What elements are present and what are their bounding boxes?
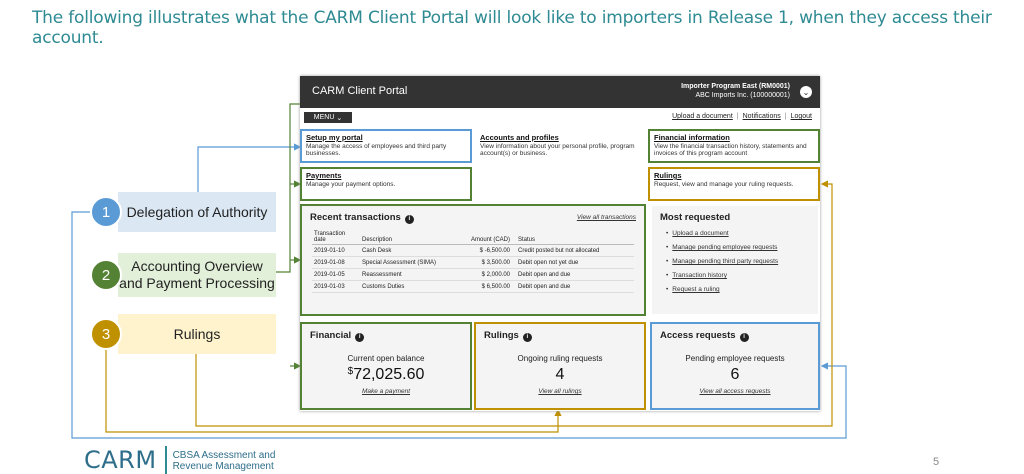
list-item[interactable]: Request a ruling [666, 286, 778, 293]
access-requests-panel: Access requests i Pending employee reques… [652, 324, 818, 408]
menu-label: MENU [313, 114, 335, 121]
accounts-desc: View information about your personal pro… [480, 142, 635, 158]
setup-title: Setup my portal [306, 133, 363, 142]
most-requested-panel: Most requested Upload a document Manage … [652, 206, 818, 314]
legend-rulings: Rulings [118, 314, 276, 354]
financial-value: $72,025.60 [347, 366, 425, 383]
highlight-financial [300, 322, 472, 410]
access-label: Pending employee requests [685, 354, 785, 363]
view-all-rulings-link[interactable]: View all rulings [538, 388, 582, 395]
notifications-link[interactable]: Notifications [742, 113, 781, 120]
setup-desc: Manage the access of employees and third… [306, 142, 447, 158]
most-requested-title: Most requested [660, 212, 731, 223]
portal-brand: CARM Client Portal [312, 85, 408, 97]
list-item[interactable]: Manage pending employee requests [666, 244, 778, 251]
financial-info-card[interactable]: Financial information View the financial… [654, 134, 818, 158]
info-icon: i [739, 333, 749, 342]
highlight-access [650, 322, 820, 410]
rulings-panel: Rulings i Ongoing ruling requests 4 View … [476, 324, 644, 408]
legend-label: Delegation of Authority [126, 204, 268, 220]
logo-word: CARM [84, 446, 157, 474]
legend-number-1: 1 [90, 196, 122, 228]
logout-link[interactable]: Logout [790, 113, 812, 120]
connector-gold-rulings-panel [105, 350, 562, 433]
table-row: 2019-01-03 Customs Duties $ 6,500.00 Debit … [312, 280, 634, 293]
financial-info-title: Financial information [654, 133, 730, 142]
financial-info-desc: View the financial transaction history, … [654, 142, 807, 158]
access-value: 6 [730, 366, 740, 383]
carm-logo: CARM CBSA Assessment and Revenue Manageme… [84, 446, 275, 474]
accounts-title: Accounts and profiles [480, 133, 559, 142]
list-item[interactable]: Manage pending third party requests [666, 258, 778, 265]
financial-label: Current open balance [347, 354, 425, 363]
recent-transactions-title: Recent transactions i [310, 212, 414, 224]
rulings-desc: Request, view and manage your ruling req… [654, 180, 794, 188]
rulings-title: Rulings [654, 171, 682, 180]
upload-link[interactable]: Upload a document [672, 113, 733, 120]
highlight-setup [300, 129, 472, 163]
chevron-down-icon[interactable]: ⌄ [800, 86, 812, 98]
account-switcher[interactable]: Importer Program East (RM0001) ABC Impor… [681, 82, 790, 100]
most-requested-list: Upload a document Manage pending employe… [666, 230, 778, 300]
payments-title: Payments [306, 171, 342, 180]
highlight-rulings-card [648, 167, 820, 201]
legend-delegation: Delegation of Authority [118, 192, 276, 232]
logo-divider [164, 446, 167, 474]
table-row: 2019-01-05 Reassessment $ 2,000.00 Debit op… [312, 268, 634, 281]
highlight-payments [300, 167, 472, 201]
accounts-card[interactable]: Accounts and profiles View information a… [480, 134, 646, 158]
portal-screenshot: CARM Client Portal Importer Program East… [300, 76, 820, 411]
legend-number-3: 3 [90, 318, 122, 350]
list-item[interactable]: Upload a document [666, 230, 778, 237]
rulings-value: 4 [555, 366, 565, 383]
page-number: 5 [933, 456, 940, 468]
transactions-table: Transaction date Description Amount (CAD… [312, 230, 634, 293]
col-date: Transaction date [312, 230, 360, 245]
legend-number-2: 2 [90, 259, 122, 291]
header-links: Upload a document | Notifications | Logout [672, 113, 812, 120]
rulings-label: Ongoing ruling requests [517, 354, 603, 363]
recent-transactions-panel: Recent transactions i View all transactio… [302, 206, 644, 314]
logo-subtitle: CBSA Assessment and Revenue Management [172, 450, 276, 472]
slide-title: The following illustrates what the CARM … [32, 8, 992, 48]
list-item[interactable]: Transaction history [666, 272, 778, 279]
highlight-transactions [300, 204, 646, 316]
col-status: Status [516, 230, 634, 245]
info-icon: i [355, 333, 365, 342]
payments-card[interactable]: Payments Manage your payment options. [306, 172, 472, 188]
legend-label-line2: and Payment Processing [119, 275, 275, 291]
setup-card[interactable]: Setup my portal Manage the access of emp… [306, 134, 472, 158]
legend-label: Rulings [173, 326, 221, 342]
view-all-access-link[interactable]: View all access requests [699, 388, 771, 395]
col-description: Description [360, 230, 452, 245]
account-sub: ABC Imports Inc. (100000001) [695, 92, 790, 99]
info-icon: i [522, 333, 532, 342]
payments-desc: Manage your payment options. [306, 180, 396, 188]
info-icon: i [404, 215, 414, 224]
rulings-panel-title: Rulings i [484, 330, 532, 342]
highlight-financial-info [648, 129, 820, 163]
rulings-card[interactable]: Rulings Request, view and manage your ru… [654, 172, 818, 188]
view-all-transactions-link[interactable]: View all transactions [576, 214, 636, 221]
col-amount: Amount (CAD) [452, 230, 516, 245]
account-name: Importer Program East (RM0001) [681, 83, 790, 90]
financial-panel: Financial i Current open balance $72,025.… [302, 324, 470, 408]
legend-label-line1: Accounting Overview [131, 258, 263, 274]
table-row: 2019-01-08 Special Assessment (SIMA) $ 3,5… [312, 256, 634, 269]
make-payment-link[interactable]: Make a payment [361, 388, 411, 395]
menu-bar: MENU ⌄ Upload a document | Notifications | L… [300, 110, 820, 124]
legend-accounting: Accounting Overview and Payment Processin… [118, 253, 276, 297]
access-title: Access requests i [660, 330, 749, 342]
connector-gold-rulings-card [195, 180, 833, 427]
highlight-rulings-panel [474, 322, 646, 410]
table-row: 2019-01-10 Cash Desk $ -6,500.00 Credit pos… [312, 244, 634, 257]
menu-button[interactable]: MENU ⌄ [304, 112, 352, 123]
connector-blue-access [71, 211, 847, 439]
portal-header: CARM Client Portal Importer Program East… [300, 76, 820, 108]
chevron-down-icon: ⌄ [336, 114, 343, 122]
financial-title: Financial i [310, 330, 365, 342]
